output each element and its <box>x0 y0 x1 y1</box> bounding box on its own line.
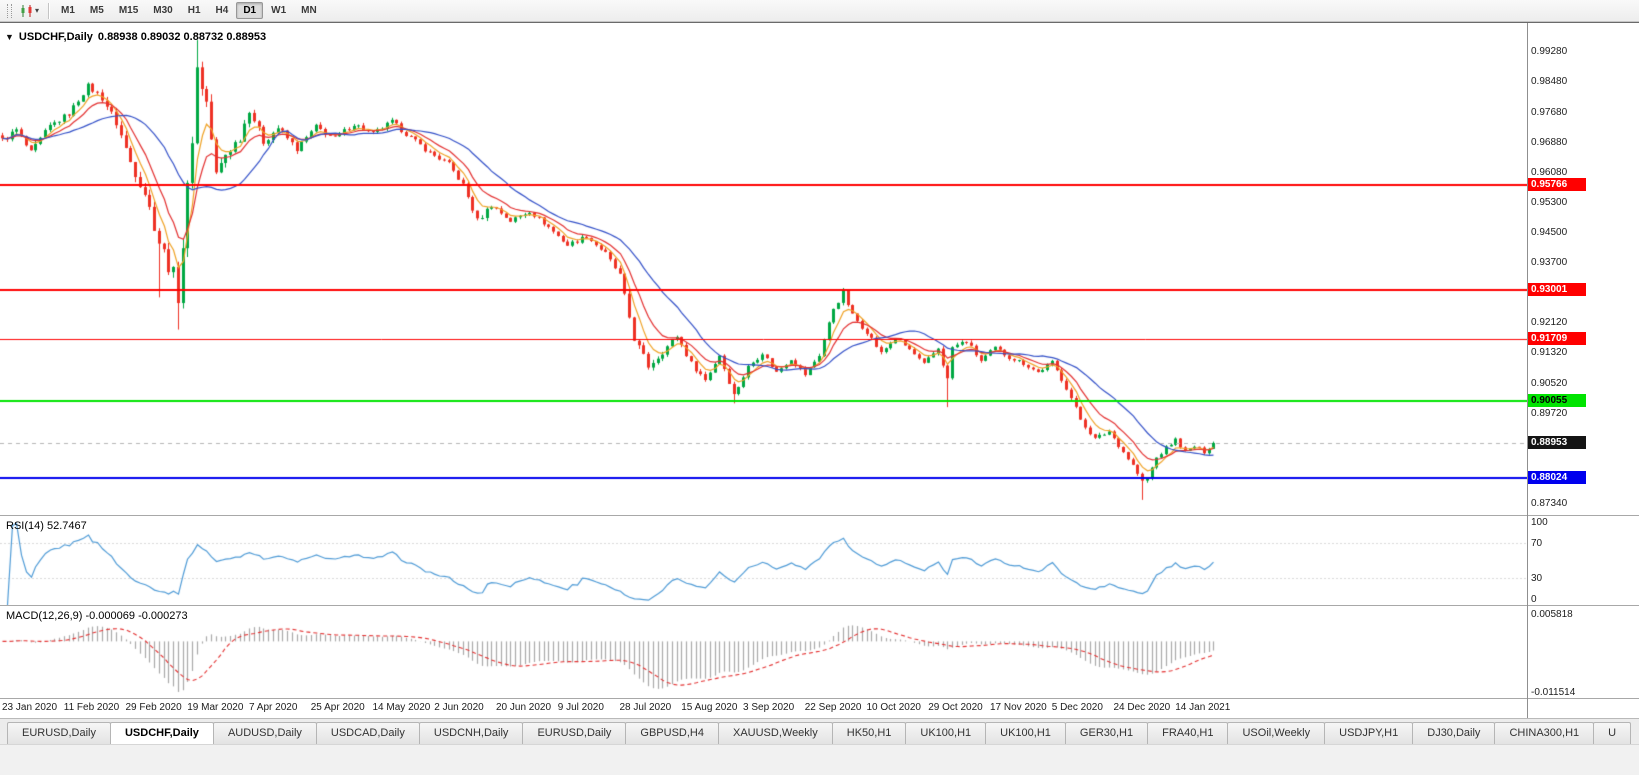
rsi-canvas[interactable] <box>0 516 1527 605</box>
pane-separator[interactable] <box>0 515 1639 516</box>
macd-indicator-label: MACD(12,26,9) -0.000069 -0.000273 <box>6 610 188 622</box>
chart-tab-eurusd-daily[interactable]: EURUSD,Daily <box>7 722 111 744</box>
pane-separator[interactable] <box>0 605 1639 606</box>
pane-separator[interactable] <box>0 698 1639 699</box>
current-price-badge: 0.88953 <box>1528 435 1586 449</box>
date-axis-label: 29 Feb 2020 <box>125 702 182 713</box>
price-axis-tick: 0.95300 <box>1531 196 1568 208</box>
chart-tab-eurusd-daily[interactable]: EURUSD,Daily <box>522 722 627 744</box>
chart-tab-fra40-h1[interactable]: FRA40,H1 <box>1147 722 1229 744</box>
chart-tab-usdcad-daily[interactable]: USDCAD,Daily <box>315 722 420 744</box>
price-axis-tick: 0.98480 <box>1531 76 1568 88</box>
chart-tab-ger30-h1[interactable]: GER30,H1 <box>1064 722 1149 744</box>
chart-type-button[interactable]: ▾ <box>16 2 43 20</box>
price-axis[interactable] <box>1527 23 1528 719</box>
chart-tab-u[interactable]: U <box>1593 722 1632 744</box>
date-axis-label: 29 Oct 2020 <box>928 702 983 713</box>
date-axis-label: 11 Feb 2020 <box>63 702 120 713</box>
level-price-badge: 0.88024 <box>1528 471 1586 485</box>
timeframe-button-m1[interactable]: M1 <box>61 5 75 16</box>
chart-tabs: EURUSD,Daily USDCHF,Daily AUDUSD,Daily USDC… <box>0 718 1639 744</box>
date-axis-label: 10 Oct 2020 <box>866 702 921 713</box>
macd-canvas[interactable] <box>0 606 1527 698</box>
chart-tab-dj30-daily[interactable]: DJ30,Daily <box>1412 722 1496 744</box>
price-axis-tick: 0.94500 <box>1531 227 1568 239</box>
timeframe-button-h4[interactable]: H4 <box>215 5 229 16</box>
date-axis-label: 20 Jun 2020 <box>496 702 552 713</box>
main-chart-canvas[interactable] <box>0 23 1527 515</box>
price-axis-tick: 0.90520 <box>1531 377 1568 389</box>
date-axis-label: 23 Jan 2020 <box>2 702 58 713</box>
rsi-axis-tick: 0 <box>1531 594 1537 605</box>
one-click-trading-toggle[interactable]: ▼ <box>5 31 14 42</box>
chart-tab-uk100-h1[interactable]: UK100,H1 <box>985 722 1066 744</box>
price-axis-tick: 0.87340 <box>1531 498 1568 510</box>
chart-tab-gbpusd-h4[interactable]: GBPUSD,H4 <box>625 722 719 744</box>
level-price-badge: 0.91709 <box>1528 331 1586 345</box>
chart-symbol-period: USDCHF,Daily <box>18 31 93 43</box>
rsi-axis-tick: 100 <box>1531 517 1548 528</box>
chart-tab-hk50-h1[interactable]: HK50,H1 <box>831 722 907 744</box>
price-axis-tick: 0.96880 <box>1531 136 1568 148</box>
toolbar-grip[interactable] <box>7 3 12 18</box>
macd-axis-tick: 0.005818 <box>1531 608 1573 620</box>
date-axis-label: 2 Jun 2020 <box>434 702 484 713</box>
date-axis-label: 28 Jul 2020 <box>619 702 672 713</box>
rsi-axis-tick: 70 <box>1531 537 1543 549</box>
date-axis-label: 14 May 2020 <box>372 702 431 713</box>
window-bottom-area <box>0 744 1639 775</box>
timeframe-toolbar: ▾ M1 M5 M15 M30 H1 H4 D1 W1 MN <box>0 0 1639 22</box>
date-axis-label: 22 Sep 2020 <box>804 702 862 713</box>
chart-tab-audusd-daily[interactable]: AUDUSD,Daily <box>212 722 317 744</box>
candlestick-chart-icon <box>21 4 32 17</box>
date-axis-label: 17 Nov 2020 <box>990 702 1047 713</box>
price-axis-tick: 0.93700 <box>1531 257 1568 269</box>
date-axis-label: 14 Jan 2021 <box>1175 702 1231 713</box>
timeframe-button-h1[interactable]: H1 <box>187 5 201 16</box>
price-axis-tick: 0.99280 <box>1531 46 1568 58</box>
price-axis-tick: 0.96080 <box>1531 167 1568 179</box>
chart-area: ▼ USDCHF,Daily 0.88938 0.89032 0.88732 0… <box>0 22 1639 719</box>
rsi-indicator-label: RSI(14) 52.7467 <box>6 520 87 532</box>
chart-title: ▼ USDCHF,Daily 0.88938 0.89032 0.88732 0… <box>5 31 266 43</box>
chart-tab-usdcnh-daily[interactable]: USDCNH,Daily <box>418 722 524 744</box>
date-axis-label: 9 Jul 2020 <box>557 702 604 713</box>
timeframe-button-m5[interactable]: M5 <box>89 5 104 16</box>
level-price-badge: 0.93001 <box>1528 282 1586 296</box>
price-axis-tick: 0.92120 <box>1531 317 1568 329</box>
chart-tab-usoil-weekly[interactable]: USOil,Weekly <box>1227 722 1326 744</box>
chart-tab-usdjpy-h1[interactable]: USDJPY,H1 <box>1324 722 1414 744</box>
date-axis-label: 25 Apr 2020 <box>310 702 365 713</box>
chart-tab-xauusd-weekly[interactable]: XAUUSD,Weekly <box>717 722 833 744</box>
chart-tab-usdchf-daily[interactable]: USDCHF,Daily <box>109 722 214 744</box>
price-axis-tick: 0.89720 <box>1531 407 1568 419</box>
timeframe-button-mn[interactable]: MN <box>301 5 317 16</box>
timeframe-buttons: M1 M5 M15 M30 H1 H4 D1 W1 MN <box>54 2 324 19</box>
rsi-axis-tick: 30 <box>1531 573 1543 585</box>
level-price-badge: 0.90055 <box>1528 394 1586 408</box>
timeframe-button-m30[interactable]: M30 <box>153 5 173 16</box>
date-axis-label: 19 Mar 2020 <box>187 702 244 713</box>
chevron-down-icon: ▾ <box>35 5 40 15</box>
macd-axis-tick: -0.011514 <box>1531 687 1576 698</box>
date-axis-label: 15 Aug 2020 <box>681 702 738 713</box>
chart-tab-uk100-h1[interactable]: UK100,H1 <box>905 722 987 744</box>
price-axis-tick: 0.91320 <box>1531 347 1568 359</box>
level-price-badge: 0.95766 <box>1528 178 1586 192</box>
chart-tab-china300-h1[interactable]: CHINA300,H1 <box>1494 722 1595 744</box>
price-axis-tick: 0.97680 <box>1531 106 1568 118</box>
date-axis-label: 24 Dec 2020 <box>1113 702 1171 713</box>
date-axis-label: 5 Dec 2020 <box>1051 702 1103 713</box>
timeframe-button-w1[interactable]: W1 <box>271 5 287 16</box>
date-axis-label: 7 Apr 2020 <box>249 702 298 713</box>
chart-ohlc-values: 0.88938 0.89032 0.88732 0.88953 <box>97 31 267 43</box>
timeframe-button-m15[interactable]: M15 <box>118 5 139 16</box>
date-axis-label: 3 Sep 2020 <box>743 702 795 713</box>
timeframe-button-d1[interactable]: D1 <box>236 2 264 19</box>
toolbar-separator <box>48 2 50 19</box>
